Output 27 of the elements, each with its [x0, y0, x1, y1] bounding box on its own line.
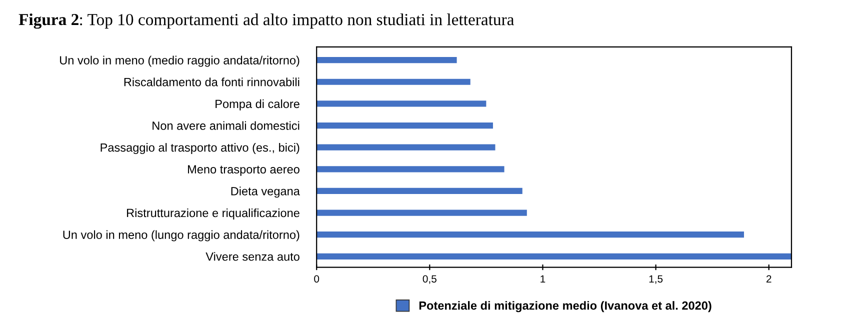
bar	[316, 122, 493, 129]
bar	[316, 253, 792, 260]
y-tick-label: Non avere animali domestici	[152, 121, 300, 130]
x-tick-label: 2	[766, 275, 772, 282]
y-tick-label: Passaggio al trasporto attivo (es., bici)	[100, 143, 300, 154]
x-tick-label: 1,5	[649, 275, 663, 284]
y-tick-label: Riscaldamento da fonti rinnovabili	[124, 78, 300, 86]
y-tick-label: Vivere senza auto	[206, 252, 300, 261]
legend-label: Potenziale di mitigazione medio (Ivanova et al. 2020)	[419, 301, 712, 312]
bar	[316, 100, 486, 107]
x-tick-label: 1	[540, 275, 546, 282]
bar	[316, 57, 457, 64]
y-tick-label: Un volo in meno (medio raggio andata/ritorno)	[60, 56, 300, 67]
bar	[316, 232, 744, 238]
bar	[316, 78, 470, 85]
y-tick-label: Un volo in meno (lungo raggio andata/ritorno)	[63, 230, 300, 242]
y-tick-label: Dieta vegana	[231, 186, 300, 198]
bar	[316, 166, 504, 172]
x-tick-label: 0,5	[422, 275, 436, 284]
x-tick-label: 0	[314, 275, 320, 283]
bar	[316, 188, 522, 194]
y-tick-label: Pompa di calore	[216, 99, 300, 110]
bar	[316, 210, 527, 216]
chart-title: Figura 2: Top 10 comportamenti ad alto impatto non studiati in letteratura	[18, 13, 514, 29]
y-tick-label: Meno trasporto aereo	[188, 165, 300, 176]
y-tick-label: Ristrutturazione e riqualificazione	[127, 208, 300, 220]
bar	[316, 144, 496, 150]
